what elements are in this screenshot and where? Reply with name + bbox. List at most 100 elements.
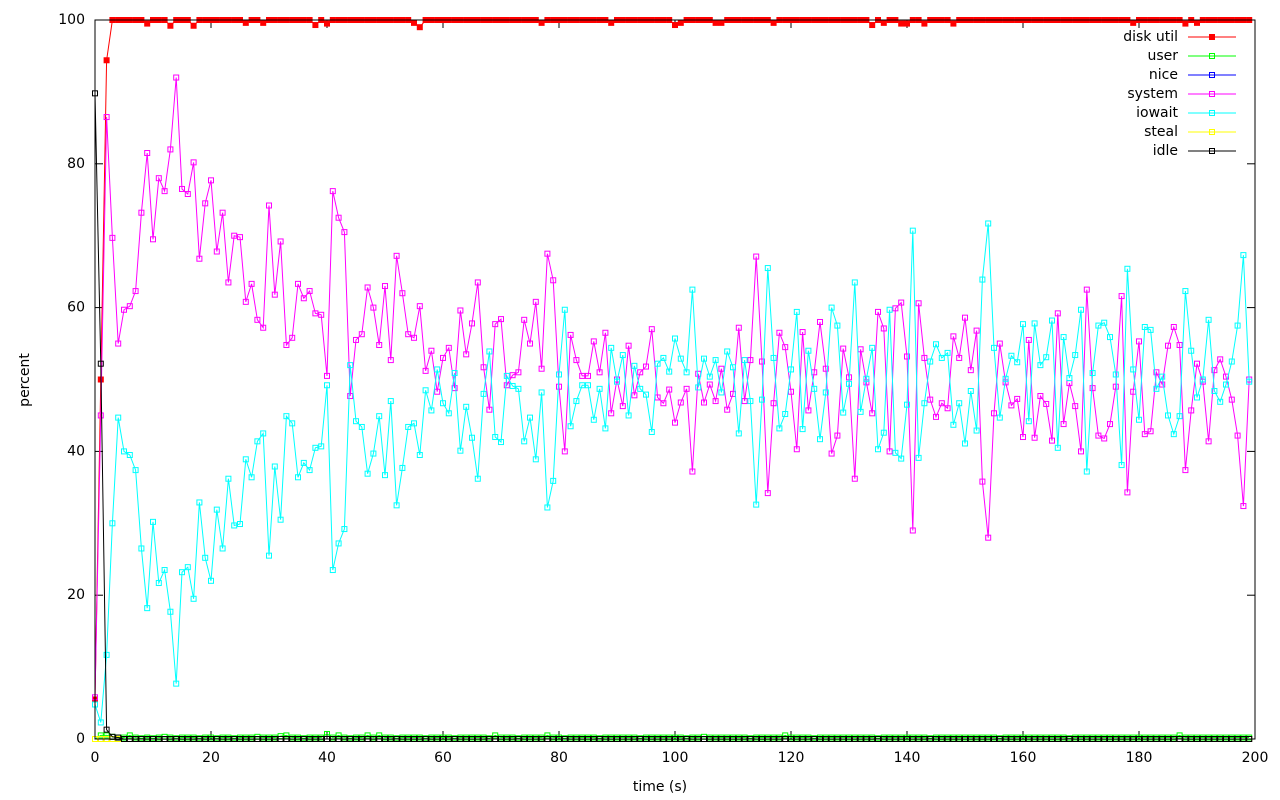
data-point: [1072, 403, 1079, 410]
x-tick-label: 100: [662, 750, 689, 766]
legend-label: steal: [1144, 124, 1178, 140]
data-point: [1112, 371, 1119, 378]
data-point: [126, 451, 133, 458]
data-point: [770, 19, 777, 26]
data-point: [1049, 437, 1055, 444]
data-point: [335, 214, 342, 221]
data-point: [764, 265, 771, 272]
data-point: [950, 421, 957, 428]
data-point: [712, 357, 719, 364]
data-point: [521, 316, 528, 323]
data-point: [567, 423, 574, 430]
data-point: [242, 456, 249, 463]
data-point: [300, 295, 307, 302]
data-point: [480, 390, 487, 397]
legend-marker: [1209, 91, 1215, 97]
x-tick-label: 200: [1242, 750, 1269, 766]
data-point: [602, 425, 609, 432]
data-point: [498, 316, 504, 323]
data-point: [1188, 347, 1195, 354]
data-point: [1107, 334, 1113, 341]
plot-border: [94, 19, 1256, 740]
x-tick-label: 180: [1126, 750, 1153, 766]
data-point: [445, 344, 452, 351]
x-tick-label: 80: [550, 750, 568, 766]
data-point: [492, 732, 499, 739]
data-point: [898, 455, 905, 462]
data-point: [150, 518, 156, 525]
data-point: [521, 438, 528, 445]
data-point: [1217, 398, 1224, 405]
data-point: [1170, 324, 1177, 331]
data-point: [405, 423, 412, 430]
data-point: [550, 277, 557, 284]
data-point: [1176, 413, 1183, 420]
data-point: [219, 545, 226, 552]
data-point: [875, 446, 881, 453]
data-point: [527, 414, 533, 421]
data-point: [805, 347, 812, 354]
data-point: [596, 385, 603, 392]
data-point: [1217, 356, 1224, 363]
data-point: [672, 22, 678, 29]
data-point: [991, 410, 997, 417]
data-point: [985, 534, 992, 541]
data-point: [1165, 342, 1171, 349]
data-point: [474, 279, 481, 286]
data-point: [1182, 288, 1189, 295]
data-point: [764, 490, 771, 497]
data-point: [1095, 432, 1102, 439]
data-point: [724, 406, 731, 413]
data-point: [1107, 421, 1113, 428]
data-point: [161, 188, 168, 195]
data-point: [944, 349, 951, 356]
data-point: [353, 418, 359, 425]
data-point: [608, 19, 615, 26]
data-point: [1037, 362, 1044, 369]
data-point: [788, 366, 794, 373]
data-point: [405, 331, 412, 338]
data-point: [1118, 462, 1125, 469]
data-point: [1176, 341, 1183, 348]
x-tick-label: 40: [318, 750, 336, 766]
data-point: [585, 382, 591, 389]
data-point: [921, 20, 928, 27]
data-point: [689, 468, 696, 475]
data-point: [869, 410, 876, 417]
data-point: [666, 386, 673, 393]
data-point: [799, 426, 806, 433]
data-point: [451, 370, 458, 377]
data-point: [161, 567, 168, 574]
x-tick-label: 0: [91, 750, 100, 766]
data-point: [625, 412, 632, 419]
data-point: [196, 255, 203, 262]
data-point: [190, 595, 197, 602]
data-point: [985, 220, 992, 227]
data-point: [880, 429, 887, 436]
data-point: [532, 298, 539, 305]
data-point: [474, 475, 481, 482]
data-point: [382, 472, 388, 479]
data-point: [387, 398, 394, 405]
data-point: [155, 579, 162, 586]
data-point: [1165, 412, 1171, 419]
data-point: [956, 400, 963, 407]
data-point: [538, 389, 545, 396]
data-point: [393, 502, 400, 509]
data-point: [718, 389, 725, 396]
data-point: [1031, 320, 1038, 327]
data-point: [967, 367, 974, 374]
data-point: [1043, 354, 1050, 361]
data-point: [863, 375, 870, 382]
data-point: [869, 344, 876, 351]
data-point: [254, 316, 261, 323]
legend-label: system: [1127, 86, 1178, 102]
data-point: [579, 382, 586, 389]
data-point: [886, 448, 893, 455]
data-point: [718, 365, 725, 372]
data-point: [938, 400, 945, 407]
data-point: [921, 400, 928, 407]
data-point: [1002, 375, 1009, 382]
data-point: [399, 464, 406, 471]
